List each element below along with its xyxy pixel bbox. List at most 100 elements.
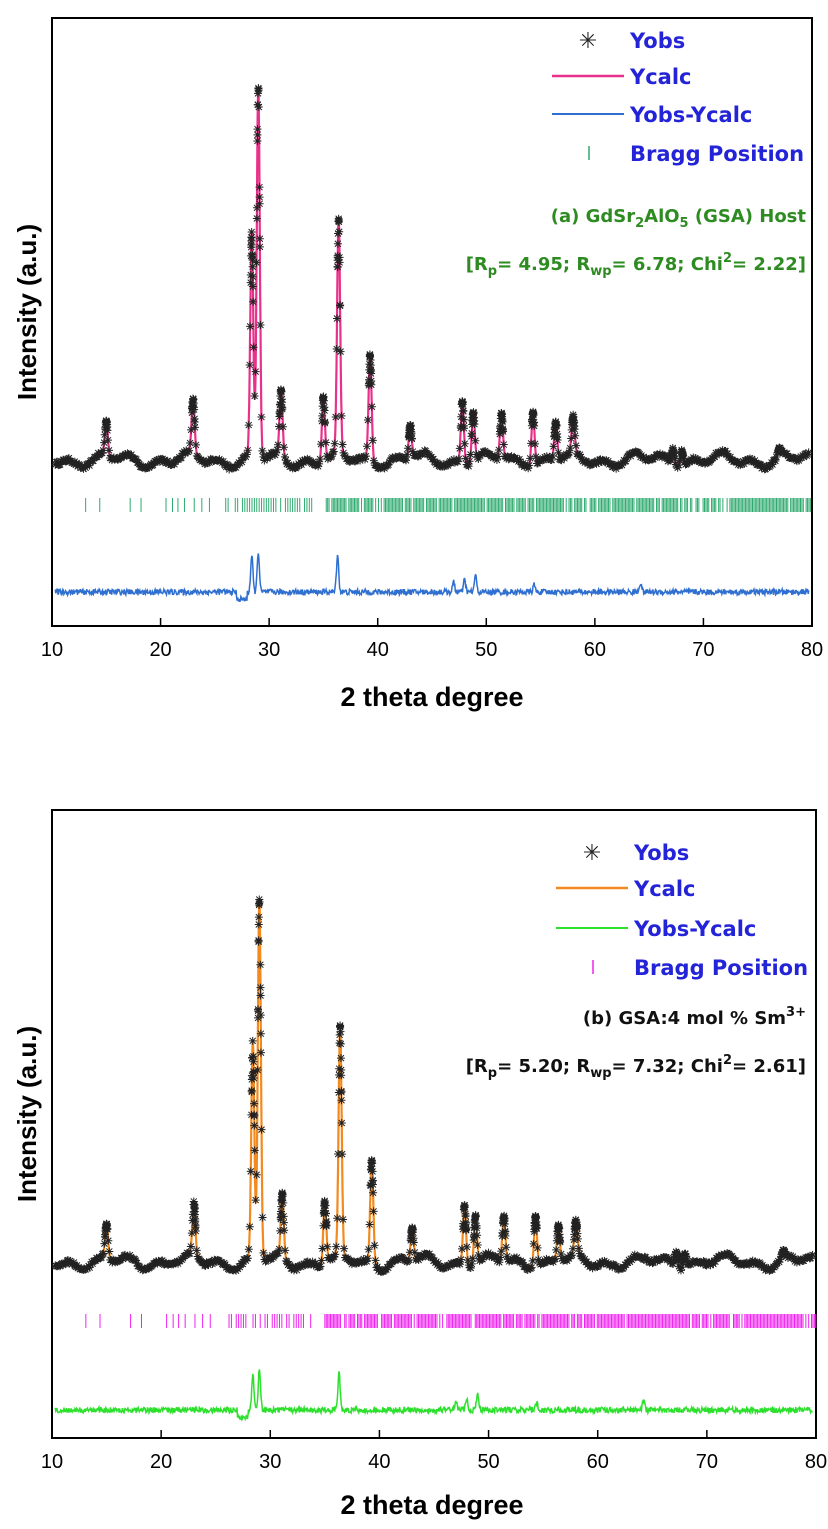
observed-point — [242, 450, 251, 459]
observed-point — [152, 1257, 161, 1266]
observed-point — [404, 432, 413, 441]
observed-point — [570, 425, 579, 434]
observed-point — [352, 1259, 361, 1268]
observed-point — [387, 1260, 396, 1269]
observed-point — [495, 1258, 504, 1267]
x-axis-label: 2 theta degree — [340, 1490, 523, 1520]
observed-point — [733, 1258, 742, 1267]
observed-point — [428, 1253, 437, 1262]
observed-point — [473, 1240, 482, 1249]
fit-a-open: [R — [466, 254, 488, 275]
observed-point — [207, 1257, 216, 1266]
observed-point — [252, 214, 261, 223]
observed-point — [275, 1245, 284, 1254]
observed-point — [253, 125, 262, 134]
observed-point — [529, 418, 538, 427]
observed-point — [286, 1261, 295, 1270]
observed-point — [676, 1266, 685, 1275]
observed-point — [335, 227, 344, 236]
observed-point — [185, 446, 194, 455]
chart-panel-a: 10 20 30 40 50 60 70 80 Intensity (a.u.) 2 thet… — [0, 0, 828, 720]
observed-point — [567, 425, 576, 434]
observed-point — [740, 459, 749, 468]
observed-point — [549, 442, 558, 451]
observed-point — [145, 463, 154, 472]
observed-point — [524, 464, 533, 473]
legend-label-calc: Ycalc — [633, 877, 695, 901]
observed-point — [191, 1214, 200, 1223]
observed-point — [100, 438, 109, 447]
observed-point — [498, 412, 507, 421]
observed-point — [283, 458, 292, 467]
observed-point — [503, 1252, 512, 1261]
xrd-chart-b: 10 20 30 40 50 60 70 80 Intensity (a.u.) 2 thet… — [12, 809, 827, 1520]
observed-point — [249, 343, 258, 352]
observed-point — [429, 455, 438, 464]
observed-point — [333, 239, 342, 248]
x-tick-label: 40 — [368, 1451, 390, 1473]
observed-point — [280, 452, 289, 461]
observed-point — [102, 1219, 111, 1228]
observed-point — [369, 1207, 378, 1216]
x-axis-ticks: 10 20 30 40 50 60 70 80 — [41, 1430, 827, 1473]
observed-point — [293, 462, 302, 471]
observed-point — [254, 1006, 263, 1015]
observed-point — [321, 438, 330, 447]
observed-point — [317, 440, 326, 449]
observed-point — [466, 450, 475, 459]
observed-point — [254, 920, 263, 929]
observed-point — [105, 1247, 114, 1256]
observed-point — [771, 456, 780, 465]
observed-point — [272, 448, 281, 457]
observed-point — [461, 1211, 470, 1220]
observed-point — [673, 463, 682, 472]
observed-point — [745, 1260, 754, 1269]
observed-point — [273, 445, 282, 454]
observed-point — [574, 1244, 583, 1253]
observed-point — [405, 1248, 414, 1257]
observed-point — [204, 1261, 213, 1270]
observed-point — [672, 1249, 681, 1258]
observed-point — [336, 301, 345, 310]
observed-point — [104, 436, 113, 445]
observed-point — [640, 454, 649, 463]
observed-point — [462, 1225, 471, 1234]
observed-point — [269, 448, 278, 457]
observed-point — [186, 1242, 195, 1251]
observed-point — [628, 1254, 637, 1263]
observed-point — [381, 462, 390, 471]
observed-point — [335, 1030, 344, 1039]
observed-point — [247, 1110, 256, 1119]
ann-a-pre: (a) GdSr — [551, 206, 635, 227]
observed-point — [337, 411, 346, 420]
observed-point — [56, 460, 65, 469]
observed-point — [569, 1235, 578, 1244]
observed-point — [533, 1243, 542, 1252]
observed-point — [718, 446, 727, 455]
observed-point — [406, 1236, 415, 1245]
calc-curve-line — [55, 898, 813, 1272]
x-tick-label: 80 — [805, 1451, 827, 1473]
observed-point — [679, 451, 688, 460]
observed-point — [235, 459, 244, 468]
observed-point — [566, 444, 575, 453]
observed-point — [572, 1220, 581, 1229]
observed-point — [567, 434, 576, 443]
observed-point — [509, 1256, 518, 1265]
observed-point — [656, 449, 665, 458]
observed-point — [328, 1255, 337, 1264]
observed-point — [756, 460, 765, 469]
observed-point — [247, 251, 256, 260]
observed-point — [370, 1241, 379, 1250]
observed-point — [547, 456, 556, 465]
observed-point — [407, 1225, 416, 1234]
observed-point — [557, 456, 566, 465]
observed-point — [467, 429, 476, 438]
observed-point — [618, 461, 626, 470]
observed-point — [576, 452, 585, 461]
observed-point — [571, 431, 580, 440]
observed-point — [318, 411, 327, 420]
observed-point — [102, 417, 111, 426]
observed-point — [369, 456, 378, 465]
observed-point — [404, 444, 413, 453]
